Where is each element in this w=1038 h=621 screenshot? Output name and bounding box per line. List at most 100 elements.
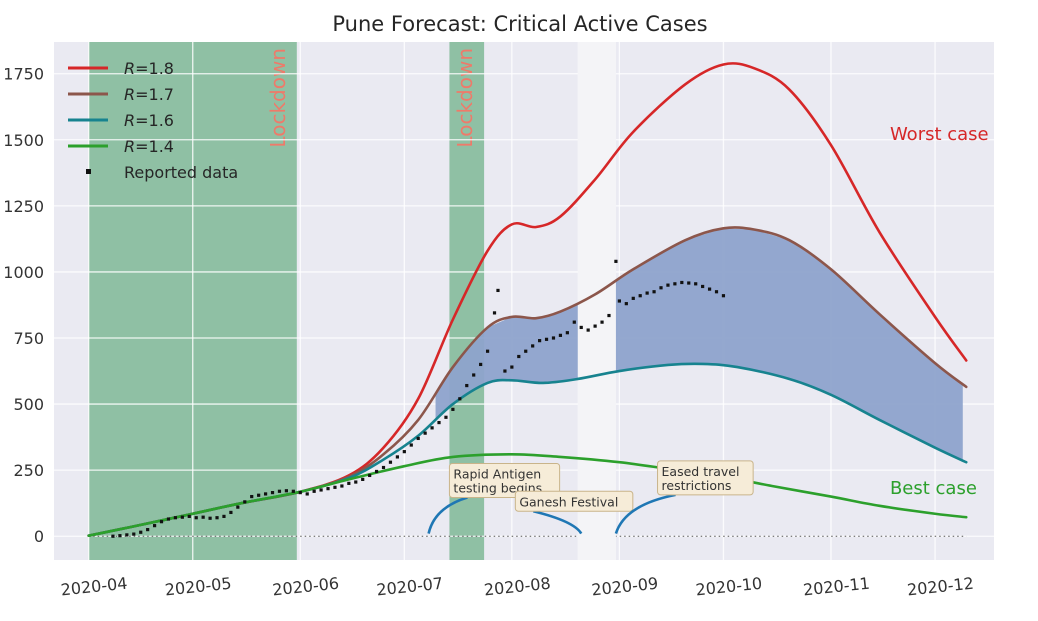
legend-label-value: =1.6 (135, 111, 174, 130)
reported-data-point (187, 514, 191, 518)
annotation-text: Eased travel (662, 464, 740, 479)
reported-data-point (118, 534, 122, 538)
reported-data-point (451, 407, 455, 411)
y-tick-label: 500 (13, 395, 44, 414)
reported-data-point (319, 488, 323, 492)
reported-data-point (479, 362, 483, 367)
y-tick-label: 750 (13, 329, 44, 348)
reported-data-point (631, 296, 635, 300)
reported-data-point (510, 365, 514, 369)
series-line (87, 452, 968, 537)
reported-data-point (284, 489, 288, 493)
legend-label-symbol: R (124, 137, 135, 156)
x-tick-label: 2020-12 (906, 574, 974, 600)
reported-data-point (347, 481, 351, 485)
reported-data-point (579, 325, 583, 330)
reported-data-point (430, 426, 434, 430)
reported-data-point (152, 524, 157, 528)
series-lines-layer (87, 62, 968, 537)
reported-data-point (538, 339, 542, 343)
reported-data-point (277, 489, 282, 493)
reported-data-point (707, 287, 712, 291)
reported-data-point (395, 455, 399, 459)
reported-data-point (166, 517, 171, 521)
annotation-arrow (533, 510, 583, 535)
annotation-box (657, 460, 754, 496)
reported-data-point (146, 528, 150, 532)
reported-data-point (687, 281, 691, 285)
legend-label: R=1.7 (124, 85, 174, 104)
reported-data-point (496, 288, 500, 293)
reported-data-point (666, 283, 670, 287)
case-label: Worst case (890, 124, 989, 145)
y-tick-label: 1250 (3, 197, 44, 216)
reported-data-point (139, 530, 143, 534)
annotation-arrow (427, 496, 468, 534)
reported-data-point (263, 492, 268, 496)
reported-data-point (368, 473, 372, 478)
reported-data-point (125, 533, 129, 537)
reported-data-point (673, 282, 677, 286)
reported-data-point (645, 291, 649, 295)
reported-data-point (531, 344, 535, 348)
case-label: Best case (890, 478, 977, 499)
annotation-box (514, 490, 634, 512)
reported-data-point (208, 516, 212, 520)
reported-data-point (388, 460, 393, 464)
reported-data-point (236, 505, 240, 509)
reported-data-point (381, 465, 386, 470)
reported-data-point (624, 302, 628, 306)
x-tick-label: 2020-08 (483, 574, 551, 600)
legend-label-symbol: R (124, 111, 135, 130)
annotation-arrow (614, 493, 676, 535)
reported-data-point (201, 515, 205, 519)
x-tick-label: 2020-11 (802, 574, 870, 600)
lockdown-label: Lockdown (266, 48, 290, 148)
reported-data-point (492, 311, 497, 315)
reported-data-point (465, 383, 469, 388)
reported-data-point (111, 534, 115, 538)
annotation-text: Ganesh Festival (519, 494, 618, 509)
x-tick-label: 2020-04 (60, 574, 128, 600)
x-tick-label: 2020-07 (376, 574, 444, 600)
reported-data-point (173, 516, 178, 520)
reported-data-point (652, 290, 656, 294)
reported-data-point (617, 299, 621, 303)
y-tick-label: 0 (34, 527, 44, 546)
reported-points-layer (111, 259, 726, 538)
reported-data-point (607, 313, 611, 318)
y-tick-label: 1750 (3, 65, 44, 84)
reported-data-point (565, 331, 569, 335)
reported-data-point (222, 514, 226, 518)
legend-label-value: =1.7 (135, 85, 174, 104)
reported-data-point (305, 492, 309, 496)
reported-data-point (194, 516, 198, 520)
legend-label-value: =1.4 (135, 137, 174, 156)
x-tick-label: 2020-09 (591, 574, 659, 600)
reported-data-point (270, 491, 275, 495)
reported-data-point (416, 436, 420, 441)
reported-data-point (257, 493, 261, 497)
reported-data-point (402, 450, 406, 454)
x-tick-label: 2020-06 (271, 574, 339, 600)
reported-data-point (243, 500, 247, 504)
reported-data-point (472, 373, 476, 377)
reported-data-point (437, 420, 441, 425)
reported-data-point (593, 324, 597, 328)
legend-label: R=1.6 (124, 111, 174, 130)
reported-data-point (517, 354, 521, 359)
reported-data-point (132, 532, 136, 536)
reported-data-point (298, 491, 302, 495)
reported-data-point (659, 286, 663, 290)
reported-data-point (586, 328, 590, 332)
annotation-box (448, 463, 561, 499)
x-tick-label: 2020-05 (164, 574, 232, 600)
reported-data-point (544, 337, 549, 341)
reported-data-point (444, 415, 448, 419)
annotation-text: Rapid Antigen (453, 467, 541, 482)
x-tick-label: 2020-10 (695, 574, 763, 600)
reported-data-point (721, 294, 726, 298)
